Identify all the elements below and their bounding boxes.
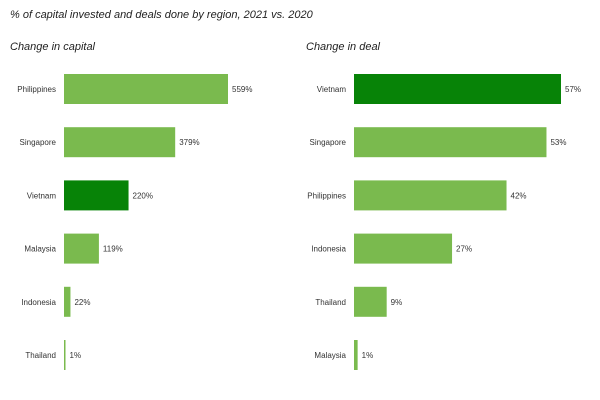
deal-bar-chart: Vietnam 57% Singapore 53% Philippines 42% Indo… bbox=[307, 74, 581, 370]
capital-category-label-indonesia: Indonesia bbox=[21, 298, 56, 307]
capital-value-label-indonesia: 22% bbox=[74, 298, 90, 307]
deal-category-label-vietnam: Vietnam bbox=[317, 85, 347, 94]
deal-category-label-thailand: Thailand bbox=[315, 298, 346, 307]
deal-value-label-indonesia: 27% bbox=[456, 245, 472, 254]
deal-value-label-thailand: 9% bbox=[391, 298, 403, 307]
capital-value-label-singapore: 379% bbox=[179, 138, 199, 147]
deal-bar-malaysia bbox=[354, 340, 358, 370]
deal-category-label-indonesia: Indonesia bbox=[311, 245, 346, 254]
capital-category-label-thailand: Thailand bbox=[25, 351, 56, 360]
deal-bar-thailand bbox=[354, 286, 387, 317]
deal-chart-title: Change in deal bbox=[306, 41, 381, 53]
capital-bar-malaysia bbox=[64, 233, 99, 264]
deal-bar-indonesia bbox=[354, 233, 453, 264]
capital-category-label-singapore: Singapore bbox=[20, 138, 57, 147]
main-title: % of capital invested and deals done by … bbox=[10, 9, 313, 21]
capital-value-label-malaysia: 119% bbox=[103, 245, 123, 254]
deal-value-label-vietnam: 57% bbox=[565, 85, 581, 94]
deal-value-label-malaysia: 1% bbox=[362, 351, 374, 360]
deal-value-label-singapore: 53% bbox=[550, 138, 566, 147]
capital-bar-chart: Philippines 559% Singapore 379% Vietnam 220% M… bbox=[17, 74, 252, 370]
capital-value-label-thailand: 1% bbox=[70, 351, 82, 360]
deal-category-label-malaysia: Malaysia bbox=[314, 351, 346, 360]
capital-value-label-vietnam: 220% bbox=[133, 191, 153, 200]
capital-bar-singapore bbox=[64, 127, 176, 158]
deal-bar-singapore bbox=[354, 127, 547, 158]
deal-bar-philippines bbox=[354, 180, 507, 211]
capital-bar-philippines bbox=[64, 74, 228, 104]
deal-bar-vietnam bbox=[354, 74, 561, 104]
capital-category-label-malaysia: Malaysia bbox=[24, 245, 56, 254]
capital-bar-indonesia bbox=[64, 286, 71, 317]
capital-value-label-philippines: 559% bbox=[232, 85, 252, 94]
capital-bar-thailand bbox=[64, 340, 66, 370]
deal-category-label-philippines: Philippines bbox=[307, 191, 346, 200]
capital-category-label-philippines: Philippines bbox=[17, 85, 56, 94]
capital-bar-vietnam bbox=[64, 180, 129, 211]
deal-value-label-philippines: 42% bbox=[511, 191, 527, 200]
capital-category-label-vietnam: Vietnam bbox=[27, 191, 57, 200]
deal-category-label-singapore: Singapore bbox=[310, 138, 347, 147]
capital-chart-title: Change in capital bbox=[10, 41, 96, 53]
